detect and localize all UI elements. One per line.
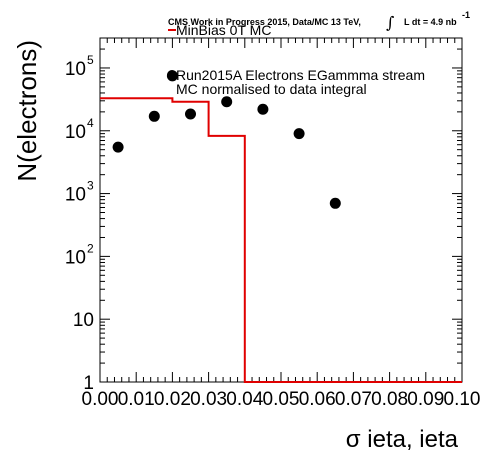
header-title: CMS Work in Progress 2015, Data/MC 13 Te… [168,17,361,27]
y-tick-exponent: 5 [87,53,94,67]
legend-mc-label: MinBias 0T MC [176,22,271,38]
lumi-exponent: -1 [462,10,470,20]
y-tick-exponent: 2 [87,241,94,255]
integral-symbol: ∫ [386,13,394,32]
x-tick-labels: 0.00 0.01 0.02 0.03 0.04 0.05 0.06 0.07 0.08 0.09… [82,389,481,410]
x-axis-title: σ ieta, ieta [346,426,459,453]
y-tick-label: 10 [65,59,86,80]
x-tick-label: 0.01 [118,389,155,410]
y-tick-exponent: 3 [87,179,94,193]
x-tick-label: 0.03 [190,389,227,410]
y-tick-label: 10 [65,185,86,206]
data-point [185,108,196,120]
legend-data-label: Run2015A Electrons EGammma stream [176,67,425,83]
lumi-text: L dt = 4.9 nb [404,17,457,27]
x-tick-label: 0.07 [335,389,372,410]
y-tick-label: 10 [65,247,86,268]
y-tick-label: 10 [65,122,86,143]
mc-histogram-line [100,97,462,383]
x-tick-label: 0.08 [371,389,408,410]
y-tick-label: 1 [83,373,94,394]
data-point [329,197,341,209]
x-tick-label: 0.09 [407,389,444,410]
legend-note: MC normalised to data integral [176,81,367,97]
data-point [257,103,269,115]
y-tick-label: 10 [73,310,94,331]
x-tick-label: 0.10 [444,389,481,410]
y-ticks [100,37,462,383]
x-tick-label: 0.00 [82,389,119,410]
x-ticks [99,38,463,382]
legend: MinBias 0T MC Run2015A Electrons EGammma… [167,22,425,97]
x-tick-label: 0.05 [263,389,300,410]
x-tick-label: 0.04 [226,389,263,410]
data-point [112,141,124,153]
x-tick-label: 0.06 [299,389,336,410]
data-point [221,96,233,108]
x-tick-label: 0.02 [154,389,191,410]
data-point [293,128,305,140]
y-tick-exponent: 4 [87,116,94,130]
legend-data-marker [167,70,177,80]
y-axis-title: N(electrons) [12,40,42,182]
data-point [148,110,160,122]
